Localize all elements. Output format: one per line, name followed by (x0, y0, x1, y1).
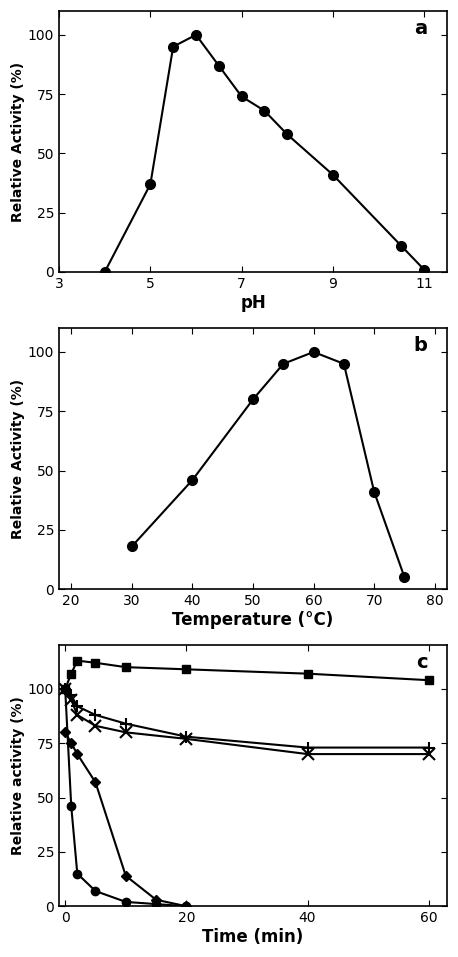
Text: a: a (414, 19, 427, 38)
X-axis label: Time (min): Time (min) (202, 928, 304, 946)
Text: b: b (414, 336, 427, 355)
Y-axis label: Relative activity (%): Relative activity (%) (11, 697, 25, 856)
Y-axis label: Relative Activity (%): Relative Activity (%) (11, 379, 25, 539)
Y-axis label: Relative Activity (%): Relative Activity (%) (11, 61, 25, 222)
X-axis label: pH: pH (240, 294, 266, 312)
X-axis label: Temperature (°C): Temperature (°C) (172, 611, 333, 629)
Text: c: c (416, 654, 427, 672)
